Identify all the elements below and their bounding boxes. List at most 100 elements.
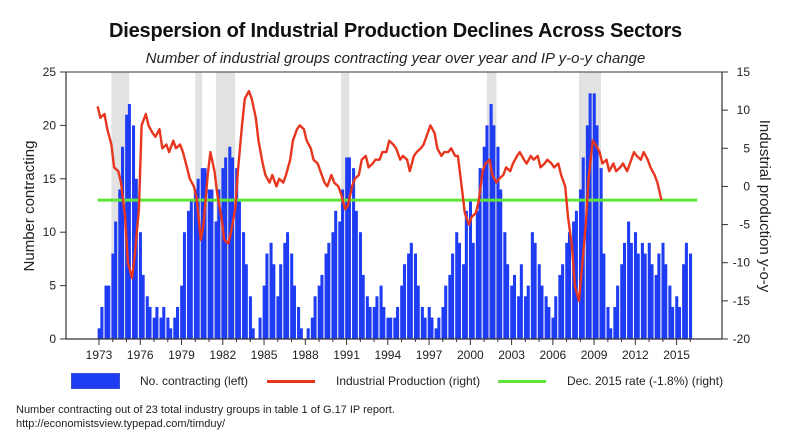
bar	[379, 285, 383, 339]
bar-series-group	[97, 93, 693, 340]
axes-group: 0 5 10 15 20 25 -20 -15 -10 -5 0 5 10 15 1973 1976 1979 1…	[43, 65, 751, 362]
bar	[664, 264, 668, 339]
x-tick-label: 2012	[622, 348, 649, 362]
legend-label: Industrial Production (right)	[336, 374, 481, 388]
x-tick-label: 2000	[457, 348, 484, 362]
bar	[382, 306, 386, 339]
bar	[592, 93, 596, 339]
x-tick-label: 2015	[663, 348, 690, 362]
y-left-tick-label: 10	[43, 225, 57, 239]
bar	[148, 306, 152, 339]
bar	[574, 210, 578, 339]
bar	[633, 232, 638, 339]
bar	[510, 285, 514, 339]
x-tick-label: 1997	[416, 348, 443, 362]
bar	[193, 189, 197, 339]
bar	[145, 296, 149, 339]
bar	[661, 242, 665, 339]
bar	[107, 285, 111, 339]
bar	[166, 317, 170, 339]
y-right-tick-label: 0	[743, 179, 750, 193]
bar	[544, 296, 548, 339]
bar	[313, 296, 317, 339]
bar	[682, 264, 686, 339]
bar	[423, 317, 427, 339]
bar	[237, 200, 241, 339]
bar	[121, 146, 125, 339]
bar	[169, 328, 173, 339]
legend-item-contracting: No. contracting (left)	[71, 372, 248, 390]
bar	[478, 168, 482, 339]
bar	[565, 242, 569, 339]
bar	[327, 242, 331, 339]
y-axis-right-title: Industrial production y-o-y	[756, 120, 773, 293]
bar	[228, 146, 232, 339]
bar	[402, 264, 406, 339]
x-tick-label: 2009	[581, 348, 608, 362]
bar	[567, 232, 572, 339]
bar	[519, 264, 523, 339]
bar	[389, 317, 393, 339]
bar	[688, 253, 693, 339]
bar	[599, 168, 603, 339]
bar	[643, 253, 647, 339]
bar	[464, 210, 468, 339]
chart-title: Diespersion of Industrial Production Dec…	[109, 20, 682, 42]
bar	[523, 296, 528, 339]
bar	[231, 157, 235, 339]
bar	[393, 317, 397, 339]
bar	[396, 306, 400, 339]
bar	[320, 274, 324, 339]
bar	[127, 104, 131, 339]
ip-line-group	[96, 89, 663, 303]
bar	[430, 317, 434, 339]
bar	[262, 285, 266, 339]
x-tick-label: 1976	[127, 348, 154, 362]
bar	[434, 328, 438, 339]
plot-frame	[65, 71, 723, 340]
x-tick-label: 1994	[374, 348, 401, 362]
bar	[224, 157, 228, 339]
bar	[200, 168, 204, 339]
bar	[368, 306, 372, 339]
bar	[173, 317, 177, 339]
x-tick-label: 1982	[209, 348, 236, 362]
bar	[214, 221, 218, 339]
bar	[554, 296, 558, 339]
bar	[354, 210, 358, 339]
legend-swatch-red-line	[267, 379, 315, 383]
bar	[613, 306, 617, 339]
bar	[636, 253, 640, 339]
bar	[341, 189, 345, 339]
bar	[386, 317, 390, 339]
bar	[182, 232, 186, 339]
y-left-tick-label: 25	[43, 65, 57, 79]
bar	[677, 306, 682, 339]
bar	[347, 157, 351, 339]
bar	[413, 253, 417, 339]
bar	[297, 306, 301, 339]
bar	[530, 232, 534, 339]
bar	[217, 189, 221, 339]
y-right-tick-label: 10	[737, 103, 751, 117]
bar	[155, 306, 159, 339]
x-tick-label: 1991	[333, 348, 360, 362]
bar	[251, 328, 255, 339]
bar	[540, 285, 544, 339]
bar	[526, 285, 530, 339]
bar	[558, 274, 562, 339]
y-right-tick-label: 15	[737, 65, 751, 79]
legend-item-dec-rate: Dec. 2015 rate (-1.8%) (right)	[498, 372, 723, 390]
bar	[602, 253, 606, 339]
bar	[269, 242, 273, 339]
bar	[279, 264, 283, 339]
y-right-tick-label: -20	[733, 332, 751, 346]
bar	[492, 125, 496, 340]
bar	[475, 210, 479, 339]
legend-item-ip: Industrial Production (right)	[267, 372, 480, 390]
bar	[471, 242, 475, 339]
bar	[427, 306, 431, 339]
bar	[499, 189, 503, 339]
bar	[118, 189, 122, 339]
